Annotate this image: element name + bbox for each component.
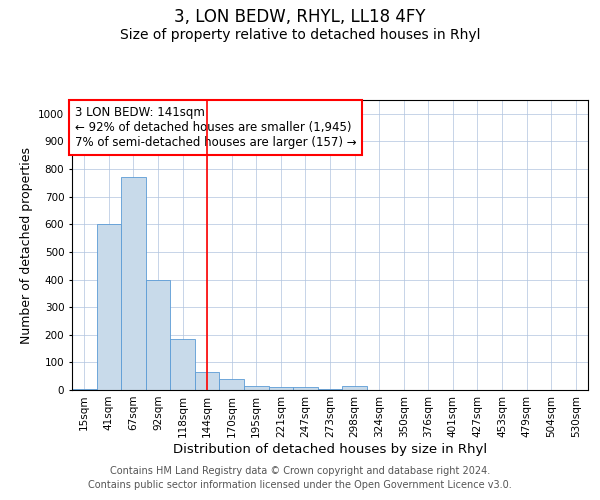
Bar (195, 372, 220, 390)
Bar (97, 224, 121, 390)
Bar (318, 388, 342, 390)
Bar (293, 387, 318, 390)
Bar (220, 379, 244, 390)
Text: Distribution of detached houses by size in Rhyl: Distribution of detached houses by size … (173, 442, 487, 456)
Bar (146, 280, 170, 390)
Text: 3, LON BEDW, RHYL, LL18 4FY: 3, LON BEDW, RHYL, LL18 4FY (174, 8, 426, 26)
Bar (244, 386, 269, 390)
Bar (170, 339, 195, 390)
Text: Contains HM Land Registry data © Crown copyright and database right 2024.
Contai: Contains HM Land Registry data © Crown c… (88, 466, 512, 490)
Bar (342, 386, 367, 390)
Text: Size of property relative to detached houses in Rhyl: Size of property relative to detached ho… (120, 28, 480, 42)
Bar (121, 178, 146, 390)
Text: 3 LON BEDW: 141sqm
← 92% of detached houses are smaller (1,945)
7% of semi-detac: 3 LON BEDW: 141sqm ← 92% of detached hou… (74, 106, 356, 149)
Y-axis label: Number of detached properties: Number of detached properties (20, 146, 32, 344)
Bar (269, 387, 293, 390)
